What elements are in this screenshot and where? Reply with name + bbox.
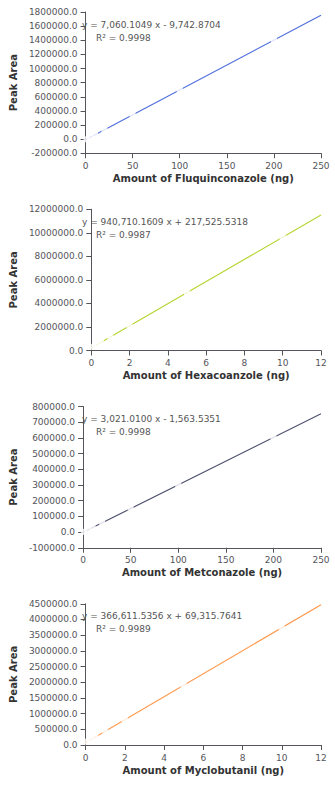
- svg-text:800000.0: 800000.0: [35, 78, 78, 88]
- svg-text:12: 12: [315, 358, 326, 368]
- svg-text:600000.0: 600000.0: [35, 92, 78, 102]
- svg-text:Peak Area: Peak Area: [8, 449, 19, 506]
- svg-text:Peak Area: Peak Area: [8, 251, 19, 308]
- svg-text:2000000.0: 2000000.0: [29, 677, 78, 687]
- svg-text:4: 4: [165, 358, 171, 368]
- svg-text:3000000.0: 3000000.0: [29, 646, 78, 656]
- svg-text:0: 0: [83, 161, 89, 171]
- svg-text:4500000.0: 4500000.0: [29, 599, 78, 609]
- svg-text:1600000.0: 1600000.0: [29, 21, 78, 31]
- svg-text:10: 10: [277, 358, 289, 368]
- svg-text:8: 8: [242, 358, 248, 368]
- svg-text:12: 12: [315, 753, 326, 763]
- svg-text:3500000.0: 3500000.0: [29, 630, 78, 640]
- svg-text:2: 2: [127, 358, 133, 368]
- svg-text:800000.0: 800000.0: [32, 402, 75, 412]
- svg-text:6: 6: [200, 753, 206, 763]
- svg-text:y = 940,710.1609 x + 217,525.5: y = 940,710.1609 x + 217,525.5318: [82, 217, 248, 227]
- svg-text:700000.0: 700000.0: [32, 417, 75, 427]
- svg-text:400000.0: 400000.0: [35, 106, 78, 116]
- svg-text:100: 100: [171, 161, 188, 171]
- svg-text:50: 50: [127, 161, 139, 171]
- svg-text:2500000.0: 2500000.0: [29, 662, 78, 672]
- svg-text:0: 0: [80, 555, 86, 565]
- svg-text:Amount of Myclobutanil (ng): Amount of Myclobutanil (ng): [122, 765, 284, 776]
- svg-text:-200000.0: -200000.0: [31, 148, 77, 158]
- svg-text:500000.0: 500000.0: [35, 724, 78, 734]
- svg-text:200: 200: [265, 555, 282, 565]
- svg-text:4000000.0: 4000000.0: [29, 614, 78, 624]
- svg-text:200000.0: 200000.0: [32, 496, 75, 506]
- svg-text:100: 100: [170, 555, 187, 565]
- svg-text:y = 3,021.0100 x - 1,563.5351: y = 3,021.0100 x - 1,563.5351: [82, 414, 221, 424]
- svg-text:1400000.0: 1400000.0: [29, 35, 78, 45]
- svg-text:R² = 0.9998: R² = 0.9998: [96, 33, 151, 43]
- svg-text:R² = 0.9989: R² = 0.9989: [96, 624, 151, 634]
- svg-text:0.0: 0.0: [61, 527, 76, 537]
- svg-text:2000000.0: 2000000.0: [35, 322, 84, 332]
- svg-text:1000000.0: 1000000.0: [29, 64, 78, 74]
- svg-text:6000000.0: 6000000.0: [35, 275, 84, 285]
- svg-text:R² = 0.9987: R² = 0.9987: [96, 230, 151, 240]
- svg-text:R² = 0.9998: R² = 0.9998: [96, 427, 151, 437]
- svg-text:1800000.0: 1800000.0: [29, 7, 78, 17]
- svg-text:10000000.0: 10000000.0: [29, 228, 84, 238]
- svg-text:0: 0: [88, 358, 94, 368]
- svg-text:1500000.0: 1500000.0: [29, 693, 78, 703]
- svg-text:Peak Area: Peak Area: [8, 646, 19, 703]
- svg-text:200000.0: 200000.0: [35, 120, 78, 130]
- svg-text:0.0: 0.0: [69, 346, 84, 356]
- svg-text:500000.0: 500000.0: [32, 449, 75, 459]
- svg-text:Amount of Metconazole (ng): Amount of Metconazole (ng): [122, 567, 282, 578]
- svg-text:2: 2: [122, 753, 128, 763]
- svg-text:12000000.0: 12000000.0: [29, 204, 84, 214]
- svg-text:0.0: 0.0: [63, 740, 78, 750]
- svg-text:200: 200: [265, 161, 282, 171]
- svg-text:150: 150: [217, 555, 234, 565]
- svg-text:300000.0: 300000.0: [32, 480, 75, 490]
- svg-text:4: 4: [161, 753, 167, 763]
- svg-text:10: 10: [276, 753, 288, 763]
- svg-text:0: 0: [83, 753, 89, 763]
- svg-text:150: 150: [218, 161, 235, 171]
- svg-text:8000000.0: 8000000.0: [35, 251, 84, 261]
- svg-text:250: 250: [312, 555, 329, 565]
- svg-text:Amount of Hexacoanzole (ng): Amount of Hexacoanzole (ng): [123, 370, 290, 381]
- svg-text:400000.0: 400000.0: [32, 464, 75, 474]
- svg-text:1000000.0: 1000000.0: [29, 709, 78, 719]
- svg-text:250: 250: [312, 161, 329, 171]
- svg-text:0.0: 0.0: [63, 134, 78, 144]
- svg-text:1200000.0: 1200000.0: [29, 49, 78, 59]
- svg-text:50: 50: [125, 555, 137, 565]
- svg-text:Amount of Fluquinconazole (ng): Amount of Fluquinconazole (ng): [113, 173, 294, 184]
- svg-text:600000.0: 600000.0: [32, 433, 75, 443]
- svg-text:100000.0: 100000.0: [32, 511, 75, 521]
- svg-text:y = 366,611.5356 x + 69,315.76: y = 366,611.5356 x + 69,315.7641: [82, 611, 242, 621]
- svg-text:4000000.0: 4000000.0: [35, 298, 84, 308]
- svg-text:y = 7,060.1049 x - 9,742.8704: y = 7,060.1049 x - 9,742.8704: [82, 20, 221, 30]
- svg-text:Peak Area: Peak Area: [8, 54, 19, 111]
- svg-text:-100000.0: -100000.0: [29, 543, 75, 553]
- svg-text:8: 8: [240, 753, 246, 763]
- svg-text:6: 6: [203, 358, 209, 368]
